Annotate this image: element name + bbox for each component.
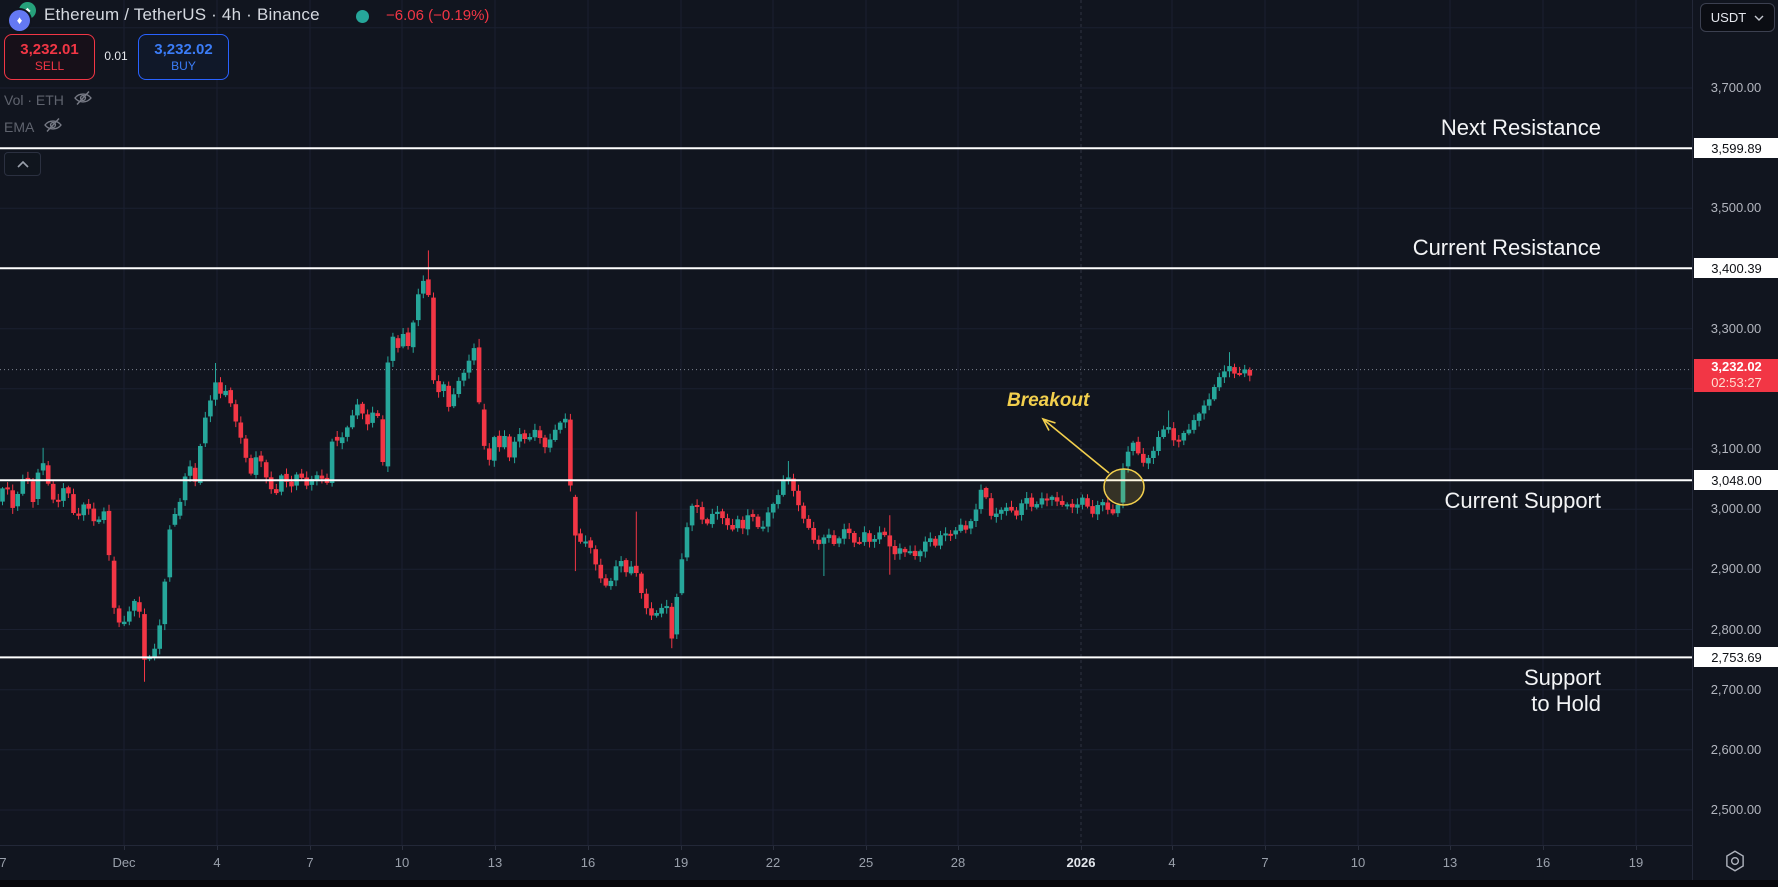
buy-button[interactable]: 3,232.02 BUY (138, 34, 229, 80)
time-axis-label: 25 (858, 855, 874, 870)
time-axis-tick (866, 846, 867, 850)
time-axis-label: 7 (1261, 855, 1269, 870)
price-scale-settings-icon[interactable] (1722, 848, 1748, 874)
sell-button[interactable]: 3,232.01 SELL (4, 34, 95, 80)
price-axis[interactable]: 3,700.00 3,500.00 3,300.00 3,100.00 3,000.00… (1692, 0, 1778, 880)
time-axis-tick (1265, 846, 1266, 850)
symbol-title[interactable]: Ethereum / TetherUS · 4h · Binance (44, 5, 320, 24)
sell-price: 3,232.01 (20, 41, 79, 58)
price-axis-label: 3,500.00 (1710, 200, 1762, 216)
chevron-up-icon (16, 160, 29, 168)
price-axis-label: 2,500.00 (1710, 802, 1762, 817)
current-support-price-badge: 3,048.00 (1694, 470, 1778, 491)
time-axis-tick (1081, 846, 1082, 850)
time-axis-tick (1358, 846, 1359, 850)
time-axis-label: 13 (1442, 855, 1458, 870)
support-to-hold-label[interactable]: Support to Hold (1523, 665, 1601, 717)
support-to-hold-price-badge: 2,753.69 (1694, 647, 1778, 668)
price-axis-label: 2,900.00 (1710, 561, 1762, 577)
time-axis-tick (495, 846, 496, 850)
time-axis-tick (1172, 846, 1173, 850)
time-axis-label: 10 (394, 855, 410, 870)
buy-price: 3,232.02 (154, 41, 213, 58)
time-axis-label: 4 (213, 855, 221, 870)
time-axis-tick (124, 846, 125, 850)
price-axis-label: 2,700.00 (1710, 681, 1762, 697)
time-axis-tick (217, 846, 218, 850)
current-support-label[interactable]: Current Support (1444, 488, 1601, 514)
time-axis-tick (310, 846, 311, 850)
price-axis-label: 3,300.00 (1710, 320, 1762, 336)
price-axis-label: 3,100.00 (1710, 441, 1762, 456)
price-chart-pane[interactable]: Next Resistance Current Resistance Curre… (0, 0, 1692, 845)
time-axis-tick (681, 846, 682, 850)
candles-down (5, 250, 1253, 682)
bar-countdown: 02:53:27 (1711, 375, 1762, 391)
time-axis-label: 2026 (1066, 855, 1096, 870)
price-change: −6.06 (−0.19%) (386, 7, 490, 24)
time-axis-tick (1636, 846, 1637, 850)
time-axis-label: 19 (673, 855, 689, 870)
chevron-down-icon (1754, 15, 1764, 21)
time-axis-tick (773, 846, 774, 850)
market-status-icon[interactable] (356, 10, 369, 23)
time-axis-label: 19 (1628, 855, 1644, 870)
pair-logo: ◆ ♦ (9, 1, 39, 33)
eye-hidden-icon[interactable] (73, 90, 93, 109)
current-resistance-label[interactable]: Current Resistance (1412, 235, 1601, 261)
indicator-volume[interactable]: Vol · ETH (4, 90, 93, 109)
price-axis-label: 3,700.00 (1710, 80, 1762, 95)
current-price-badge: 3,232.02 02:53:27 (1694, 358, 1778, 392)
candles-up (0, 275, 1248, 662)
price-axis-label: 2,600.00 (1710, 741, 1762, 757)
time-axis-label: 10 (1350, 855, 1366, 870)
currency-label: USDT (1710, 10, 1747, 25)
time-axis-label: 4 (1168, 855, 1176, 870)
time-axis-label: 7 (0, 855, 7, 870)
time-axis[interactable]: 7 Dec 4 7 10 13 16 19 22 25 28 2026 4 7 10 13 16 19 (0, 845, 1692, 881)
breakout-annotation-label[interactable]: Breakout (1007, 390, 1090, 411)
indicator-ema[interactable]: EMA (4, 117, 63, 136)
indicator-ema-label: EMA (4, 118, 35, 135)
price-axis-label: 3,000.00 (1710, 501, 1762, 517)
eye-hidden-icon[interactable] (43, 117, 63, 136)
time-axis-label: Dec (112, 855, 136, 870)
bottom-strip (0, 880, 1778, 887)
current-resistance-price-badge: 3,400.39 (1694, 258, 1778, 279)
time-axis-tick (588, 846, 589, 850)
next-resistance-price-badge: 3,599.89 (1694, 138, 1778, 159)
price-axis-label: 2,800.00 (1710, 621, 1762, 637)
time-axis-tick (402, 846, 403, 850)
breakout-circle (1103, 468, 1145, 506)
sell-label: SELL (34, 59, 65, 73)
next-resistance-label[interactable]: Next Resistance (1440, 115, 1601, 141)
time-axis-label: 16 (580, 855, 596, 870)
time-axis-tick (1543, 846, 1544, 850)
time-axis-label: 16 (1535, 855, 1551, 870)
time-axis-label: 13 (487, 855, 503, 870)
indicator-volume-label: Vol · ETH (4, 91, 64, 108)
current-price-value: 3,232.02 (1711, 359, 1762, 375)
buy-label: BUY (171, 59, 196, 73)
time-axis-tick (1450, 846, 1451, 850)
time-axis-label: 22 (765, 855, 781, 870)
currency-dropdown[interactable]: USDT (1700, 3, 1775, 32)
ethereum-logo-icon: ♦ (9, 10, 30, 31)
time-axis-label: 28 (950, 855, 966, 870)
time-axis-label: 7 (306, 855, 314, 870)
collapse-panel-button[interactable] (4, 152, 41, 176)
spread-value: 0.01 (104, 49, 128, 63)
breakout-arrow (1042, 418, 1110, 474)
candlestick-chart[interactable] (0, 0, 1692, 845)
time-axis-tick (958, 846, 959, 850)
